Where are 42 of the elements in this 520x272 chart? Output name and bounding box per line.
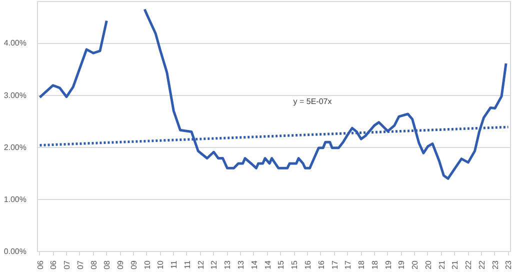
x-tick-label: 16 [316,260,326,270]
x-tick-label: 10 [142,260,152,270]
x-tick-label: 15 [276,260,286,270]
y-tick-label: 0.00% [4,247,27,256]
x-tick-label: 14 [263,260,272,270]
x-tick-label: 09 [116,260,126,270]
x-tick-label: 18 [370,260,380,270]
x-tick-label: 18 [357,260,366,270]
x-tick-label: 20 [424,260,433,270]
x-tick-label: 22 [464,260,474,270]
x-tick-label: 19 [384,260,393,270]
x-tick-label: 08 [102,260,112,270]
y-tick-label: 2.00% [4,142,27,152]
x-tick-label: 14 [250,260,259,270]
x-tick-label: 10 [156,260,166,270]
y-tick-label: 3.00% [4,90,27,100]
x-tick-label: 23 [490,260,500,270]
x-tick-label: 13 [236,260,246,270]
x-tick-label: 07 [76,260,85,270]
x-tick-label: 19 [397,260,406,270]
x-tick-label: 17 [330,260,340,270]
y-tick-label: 1.00% [4,194,27,204]
x-tick-label: 21 [437,260,446,270]
x-tick-label: 17 [344,260,353,270]
x-tick-label: 08 [89,260,98,270]
x-tick-label: 16 [304,260,313,270]
x-tick-label: 07 [62,260,72,270]
annotation: y = 5E-07x [293,97,332,106]
x-tick-label: 12 [210,260,219,270]
x-tick-label: 09 [129,260,138,270]
x-tick-label: 23 [504,260,514,270]
x-tick-label: 06 [49,260,58,270]
x-tick-label: 15 [290,260,300,270]
x-tick-label: 20 [410,260,420,270]
x-tick-label: 21 [450,260,460,270]
x-tick-label: 06 [36,260,45,270]
x-tick-label: 13 [223,260,232,270]
x-tick-label: 12 [196,260,206,270]
x-tick-label: 11 [170,260,179,269]
x-tick-label: 11 [182,260,192,269]
y-tick-label: 4.00% [4,38,27,48]
x-tick-label: 22 [477,260,486,270]
